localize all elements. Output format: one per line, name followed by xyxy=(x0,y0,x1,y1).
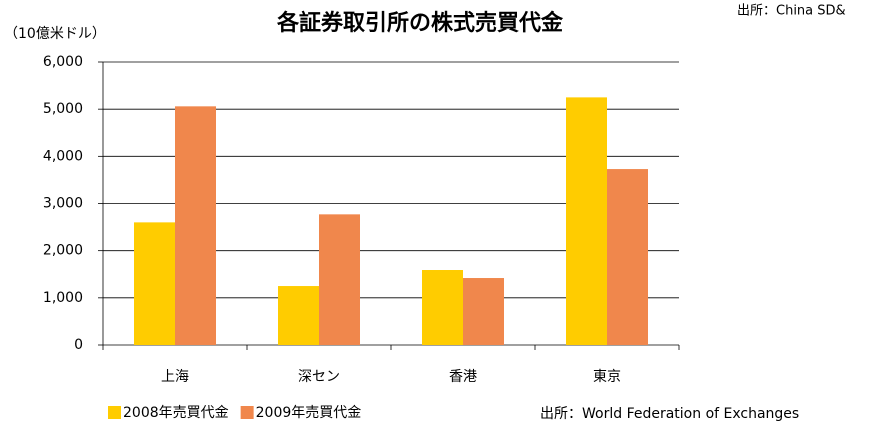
bar xyxy=(278,286,319,345)
y-axis-unit: （10億米ドル） xyxy=(4,26,106,42)
source: 出所：World Federation of Exchanges xyxy=(540,406,799,422)
bar xyxy=(607,169,648,345)
legend-label: 2009年売買代金 xyxy=(256,405,362,421)
bar xyxy=(422,270,463,345)
y-tick-label: 3,000 xyxy=(43,196,83,212)
x-tick-label: 東京 xyxy=(593,369,621,385)
x-tick-label: 香港 xyxy=(449,369,477,385)
legend-swatch xyxy=(240,406,254,419)
x-tick-label: 上海 xyxy=(161,369,189,385)
x-tick-label: 深セン xyxy=(298,369,340,385)
y-tick-label: 2,000 xyxy=(43,243,83,259)
annotation: 出所：China SD& xyxy=(737,4,846,19)
y-tick-label: 4,000 xyxy=(43,148,83,164)
y-tick-label: 6,000 xyxy=(43,54,83,70)
bar xyxy=(566,97,607,345)
bar xyxy=(134,222,175,345)
legend-label: 2008年売買代金 xyxy=(123,405,229,421)
bar xyxy=(319,214,360,345)
y-tick-label: 1,000 xyxy=(43,290,83,306)
legend-swatch xyxy=(108,406,121,419)
y-tick-label: 0 xyxy=(74,337,83,353)
chart-title: 各証券取引所の株式売買代金 xyxy=(276,10,564,36)
y-tick-label: 5,000 xyxy=(43,101,83,117)
bar xyxy=(175,106,216,345)
bar xyxy=(463,278,504,345)
